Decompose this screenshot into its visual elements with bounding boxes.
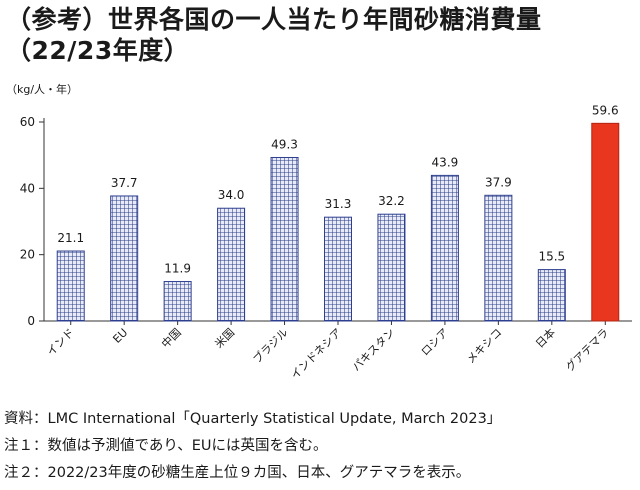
bar	[163, 281, 192, 322]
x-tick-label: 中国	[159, 326, 184, 351]
bar	[270, 156, 299, 322]
x-tick-label: グアテマラ	[563, 325, 612, 374]
bar	[217, 207, 246, 322]
x-tick-label: メキシコ	[464, 326, 504, 366]
bar-chart: 0 20 40 60 21.1 インド 37.7 EU 11.9 中国 34.0 米国 49.3 ブラジ…	[20, 103, 632, 382]
x-tick-label: EU	[110, 326, 130, 346]
data-label: 32.2	[378, 194, 405, 208]
x-tick-label: 米国	[212, 326, 237, 351]
bar	[56, 250, 85, 322]
y-tick-label: 0	[27, 314, 35, 328]
x-tick-label: インドネシア	[288, 326, 344, 382]
y-tick-label: 20	[20, 248, 35, 262]
bar	[377, 213, 406, 322]
data-label: 21.1	[57, 231, 84, 245]
y-axis-unit-label: （kg/人・年）	[6, 83, 79, 96]
bar	[430, 174, 459, 322]
data-label: 49.3	[271, 137, 298, 151]
x-tick-label: パキスタン	[350, 326, 398, 374]
x-tick-label: ロシア	[419, 326, 452, 359]
bar	[484, 194, 513, 322]
chart-title: （参考）世界各国の一人当たり年間砂糖消費量	[6, 5, 542, 34]
notes: 資料：LMC International「Quarterly Statistic…	[4, 406, 501, 487]
data-label: 15.5	[538, 250, 565, 264]
data-label: 37.9	[485, 175, 512, 189]
data-label: 31.3	[325, 197, 352, 211]
bar	[324, 216, 352, 322]
data-label: 59.6	[592, 103, 619, 117]
y-tick-label: 60	[20, 115, 35, 129]
x-tick-label: ブラジル	[250, 325, 291, 366]
bar	[591, 122, 620, 322]
source-note: 資料：LMC International「Quarterly Statistic…	[4, 411, 502, 427]
chart-title-block: （参考）世界各国の一人当たり年間砂糖消費量 （22/23年度）	[6, 4, 542, 66]
y-tick-label: 40	[20, 181, 35, 195]
note-2: 注２：2022/23年度の砂糖生産上位９カ国、日本、グアテマラを表示。	[4, 465, 471, 481]
bar	[537, 269, 566, 322]
data-label: 11.9	[164, 262, 191, 276]
note-1: 注１：数値は予測値であり、EUには英国を含む。	[4, 438, 328, 454]
bar	[110, 195, 139, 322]
chart-subtitle: （22/23年度）	[6, 36, 190, 65]
x-tick-label: インド	[44, 326, 77, 359]
data-label: 43.9	[432, 155, 459, 169]
x-tick-label: 日本	[532, 325, 557, 350]
data-label: 37.7	[111, 176, 138, 190]
data-label: 34.0	[218, 188, 245, 202]
